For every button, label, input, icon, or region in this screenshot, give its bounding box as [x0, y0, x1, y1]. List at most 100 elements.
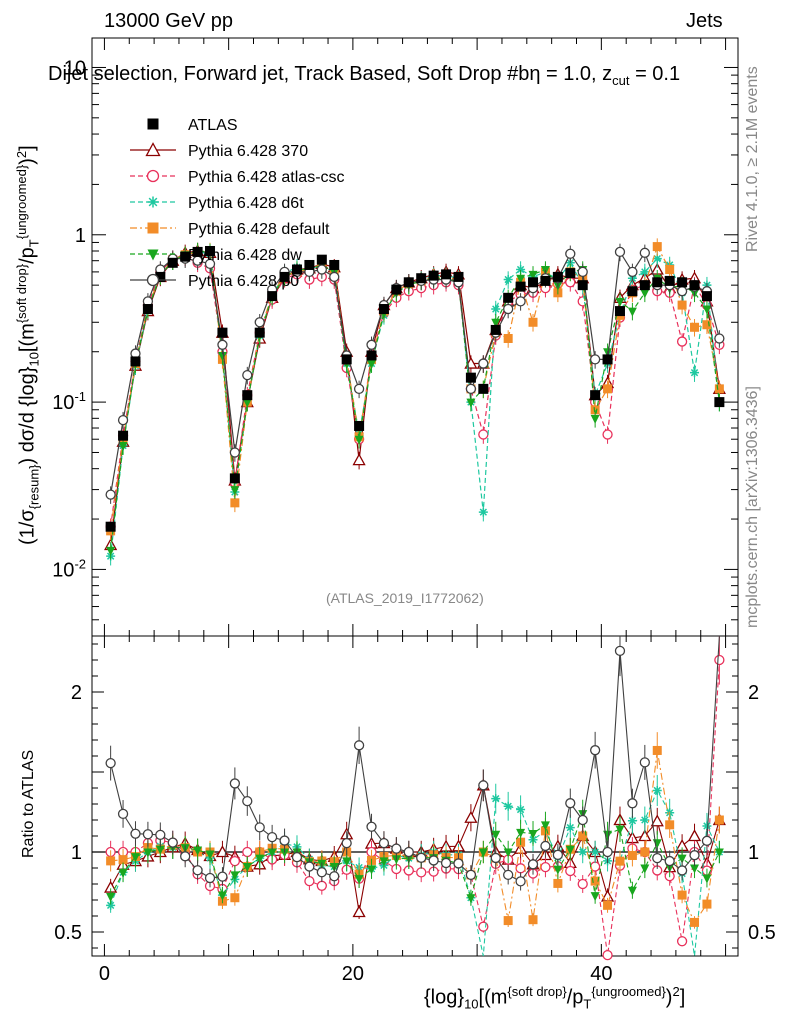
ratio-point [316, 867, 327, 878]
plot-title-main: Dijet selection, Forward jet, Track Base… [48, 63, 530, 85]
ratio-point [242, 846, 253, 858]
data-point [105, 521, 116, 532]
ratio-point [205, 850, 215, 860]
ratio-point [640, 815, 650, 825]
data-point [627, 266, 638, 278]
ratio-line [110, 635, 720, 883]
legend-marker [147, 249, 159, 261]
ratio-point [640, 847, 650, 857]
ratio-point [217, 871, 228, 882]
ratio-point [329, 871, 340, 882]
data-point [516, 265, 526, 275]
data-point [589, 354, 601, 365]
legend-item-pythia-6-428-default: Pythia 6.428 default [130, 221, 330, 238]
data-point [254, 327, 265, 338]
data-point [242, 390, 253, 401]
data-point [552, 271, 563, 282]
ratio-point [652, 853, 663, 864]
series-atlas [105, 245, 725, 532]
data-point [640, 267, 650, 277]
data-point [590, 405, 600, 415]
data-point [105, 489, 116, 500]
ratio-point [416, 852, 427, 863]
ratio-point [316, 880, 327, 891]
data-point [677, 300, 687, 310]
ratio-point [553, 865, 563, 875]
ratio-point [267, 848, 277, 858]
ratio-point [615, 825, 625, 835]
ratio-point [578, 847, 588, 857]
ratio-point [130, 828, 141, 839]
ratio-point [627, 816, 637, 826]
data-point [242, 369, 253, 381]
ratio-series-pythia-6-428-atlas-csc [105, 636, 725, 961]
ratio-point [665, 820, 675, 830]
ratio-tick-label: 0.5 [54, 922, 82, 944]
legend-marker [146, 273, 160, 287]
ratio-point [565, 845, 575, 855]
ratio-point [193, 846, 203, 856]
data-point [478, 507, 488, 517]
ratio-point [204, 872, 216, 884]
data-point [205, 245, 216, 256]
data-point [714, 384, 724, 394]
ratio-point [638, 829, 652, 842]
series-line [110, 250, 720, 495]
plot-title-params-tail: = 0.1 [629, 63, 681, 85]
plot-title-params-sub: cut [612, 73, 630, 88]
ratio-point [565, 798, 576, 809]
data-point [503, 333, 513, 343]
data-point [367, 360, 377, 370]
ratio-plot-frame [91, 635, 739, 957]
plot-title-params: η = 1.0, z [529, 63, 613, 85]
ratio-point [516, 805, 526, 815]
ratio-point [304, 875, 315, 887]
ratio-point [650, 814, 664, 827]
ratio-point [391, 843, 402, 854]
x-tick-label: 20 [342, 963, 364, 985]
legend: ATLAS Pythia 6.428 370 Pythia 6.428 atlas-… [130, 117, 345, 290]
data-point [230, 498, 240, 508]
y-tick-label: 10 [64, 57, 86, 79]
ratio-point [540, 821, 550, 831]
ratio-point [714, 848, 724, 858]
ratio-point [352, 905, 366, 918]
ratio-point [478, 848, 488, 858]
ratio-tick-label: 0.5 [748, 922, 776, 944]
data-point [106, 546, 116, 556]
data-point [204, 258, 216, 270]
data-point [528, 270, 538, 280]
data-point [714, 333, 725, 344]
legend-label: Pythia 6.428 dw [188, 247, 302, 264]
data-point [690, 368, 700, 378]
ratio-point [453, 858, 464, 869]
ratio-point [577, 814, 588, 826]
ratio-point [690, 864, 700, 874]
data-point [229, 447, 241, 458]
data-point [478, 383, 489, 394]
ratio-point [117, 808, 129, 820]
ratio-point [640, 864, 650, 874]
ratio-line [110, 750, 720, 924]
ratio-point [602, 949, 613, 961]
ratio-point [478, 780, 489, 791]
data-point [230, 486, 240, 496]
ratio-point [615, 856, 625, 866]
data-point [167, 257, 178, 268]
data-point [155, 271, 166, 282]
data-point [391, 284, 402, 295]
ratio-point [230, 871, 240, 881]
ratio-point [118, 868, 128, 878]
data-point [639, 247, 650, 258]
ratio-point [255, 854, 265, 864]
legend-label: Pythia 6.428 370 [188, 143, 308, 160]
ratio-point [342, 857, 352, 867]
ratio-point [565, 823, 575, 833]
legend-label: ATLAS [188, 117, 238, 134]
ratio-point [589, 745, 601, 756]
ratio-point [465, 869, 477, 881]
data-point [366, 339, 377, 350]
data-point [503, 303, 514, 315]
ratio-point [291, 852, 303, 863]
ratio-point [702, 874, 712, 884]
